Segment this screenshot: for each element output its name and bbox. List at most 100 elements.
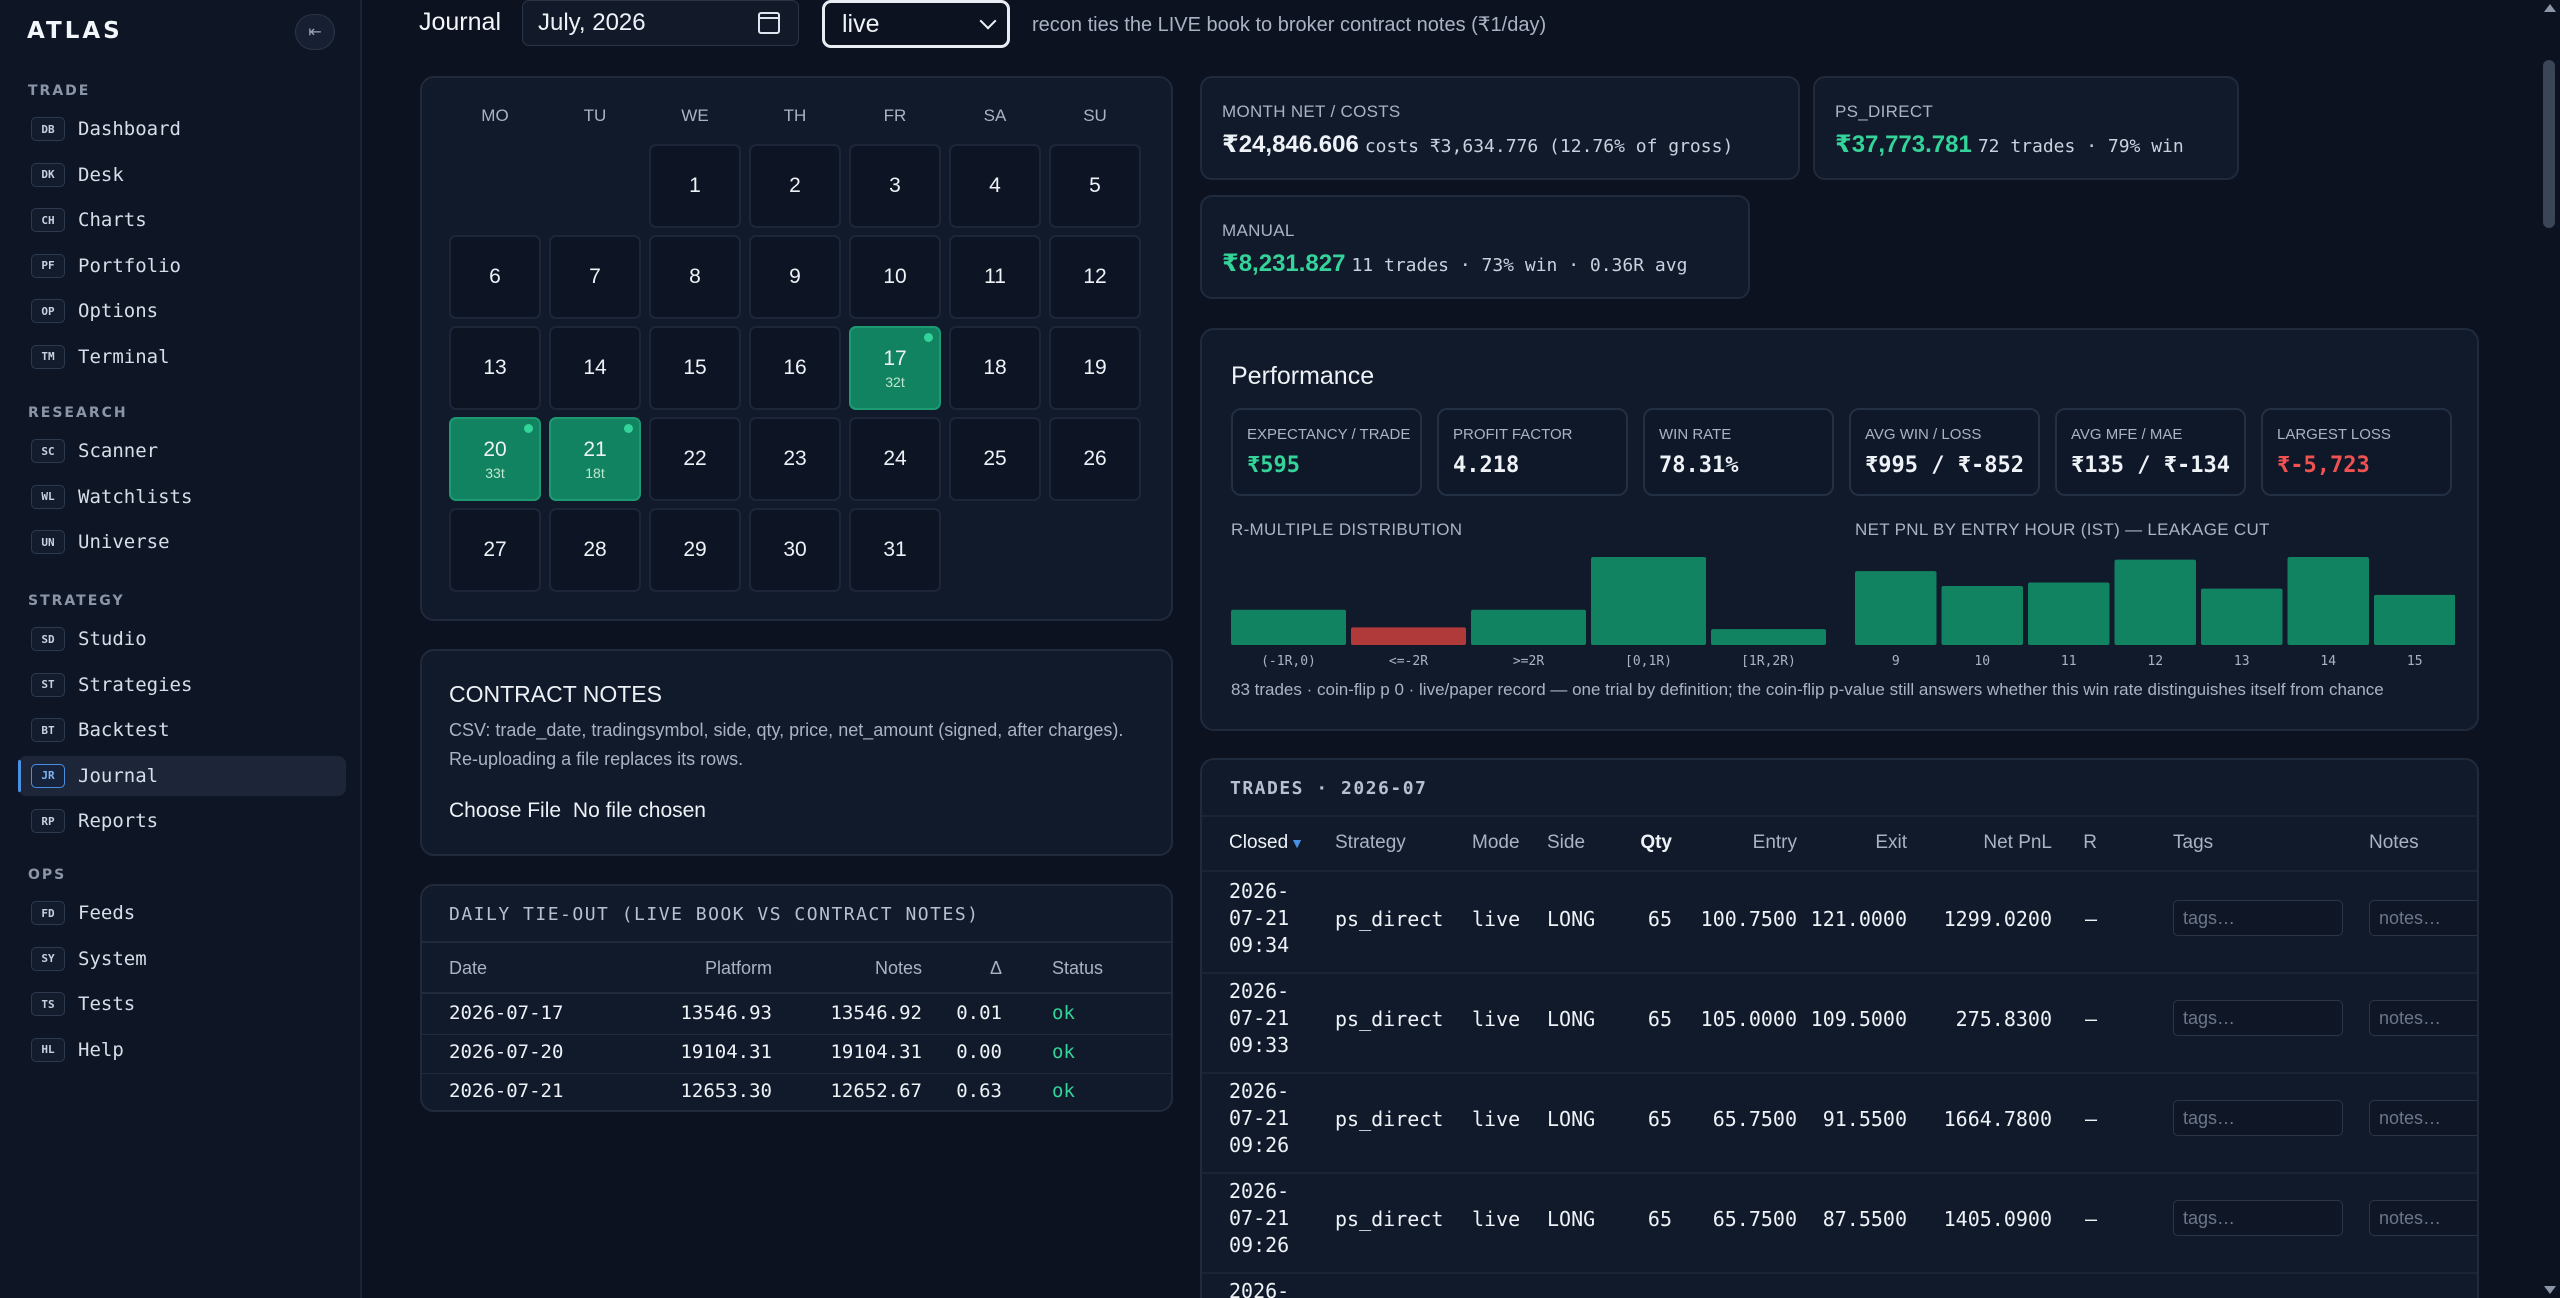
calendar-day[interactable]: 20 33t (449, 417, 541, 501)
scroll-down-arrow-icon[interactable] (2544, 1286, 2556, 1294)
column-header-side[interactable]: Side (1547, 832, 1617, 854)
calendar-day[interactable]: 4 (949, 144, 1041, 228)
calendar-day[interactable]: 31 (849, 508, 941, 592)
calendar-day[interactable]: 14 (549, 326, 641, 410)
tieout-cell: 0.01 (956, 1002, 1002, 1024)
sidebar-item-dashboard[interactable]: DB Dashboard (18, 109, 346, 149)
column-header-strategy[interactable]: Strategy (1335, 832, 1455, 854)
calendar-day[interactable]: 15 (649, 326, 741, 410)
tags-input[interactable]: tags… (2173, 1000, 2343, 1036)
calendar-day[interactable]: 23 (749, 417, 841, 501)
chart-tick-label: (-1R,0) (1261, 654, 1316, 669)
scroll-up-arrow-icon[interactable] (2544, 4, 2556, 12)
nav-code-chip: HL (31, 1037, 65, 1062)
calendar-icon[interactable] (758, 12, 780, 34)
calendar-day[interactable]: 12 (1049, 235, 1141, 319)
column-header-qty[interactable]: Qty (1617, 832, 1672, 854)
calendar-day[interactable]: 2 (749, 144, 841, 228)
calendar-day[interactable]: 10 (849, 235, 941, 319)
sidebar-item-label: Journal (78, 764, 159, 787)
calendar-day[interactable]: 26 (1049, 417, 1141, 501)
tags-input[interactable]: tags… (2173, 1200, 2343, 1236)
ps-direct-card: PS_DIRECT ₹37,773.781 72 trades · 79% win (1813, 76, 2239, 180)
sidebar-item-label: Desk (78, 163, 124, 186)
scroll-thumb[interactable] (2543, 60, 2555, 228)
column-header-exit[interactable]: Exit (1802, 832, 1907, 854)
pnl-by-hour-chart: 9 10 11 12 13 14 15 (1855, 557, 2455, 669)
calendar-day[interactable]: 7 (549, 235, 641, 319)
calendar-day[interactable]: 11 (949, 235, 1041, 319)
sidebar-item-universe[interactable]: UN Universe (18, 522, 346, 562)
sidebar-item-system[interactable]: SY System (18, 939, 346, 979)
calendar-day[interactable]: 24 (849, 417, 941, 501)
notes-input[interactable]: notes… (2369, 1000, 2477, 1036)
sidebar-item-charts[interactable]: CH Charts (18, 200, 346, 240)
calendar-day[interactable]: 8 (649, 235, 741, 319)
tags-input[interactable]: tags… (2173, 900, 2343, 936)
notes-input[interactable]: notes… (2369, 900, 2477, 936)
calendar-day[interactable]: 5 (1049, 144, 1141, 228)
day-number: 7 (589, 265, 601, 288)
sidebar-item-watchlists[interactable]: WL Watchlists (18, 477, 346, 517)
calendar-day[interactable]: 29 (649, 508, 741, 592)
column-header-r[interactable]: R (2057, 832, 2097, 854)
sidebar-item-label: System (78, 947, 147, 970)
column-header-net-pnl[interactable]: Net PnL (1912, 832, 2052, 854)
day-number: 30 (783, 538, 807, 561)
sidebar-item-terminal[interactable]: TM Terminal (18, 337, 346, 377)
calendar-day[interactable]: 18 (949, 326, 1041, 410)
notes-input[interactable]: notes… (2369, 1200, 2477, 1236)
kpi-label: PROFIT FACTOR (1453, 426, 1573, 443)
calendar-day[interactable]: 3 (849, 144, 941, 228)
sidebar-item-journal[interactable]: JR Journal (18, 755, 346, 796)
file-upload[interactable]: Choose File No file chosen (449, 799, 706, 823)
page-scrollbar[interactable] (2538, 0, 2560, 1298)
mode-select[interactable]: live (822, 0, 1010, 48)
sidebar-item-desk[interactable]: DK Desk (18, 155, 346, 195)
row-divider (1202, 972, 2477, 974)
contract-notes-panel: CONTRACT NOTES CSV: trade_date, tradings… (420, 649, 1173, 856)
chart-bar (2374, 594, 2455, 645)
tieout-cell: 12653.30 (680, 1080, 772, 1102)
sidebar-item-help[interactable]: HL Help (18, 1030, 346, 1070)
trade-entry: 105.0000 (1700, 1007, 1797, 1031)
sidebar-item-feeds[interactable]: FD Feeds (18, 893, 346, 933)
chart-tick-label: 10 (1974, 654, 1990, 669)
calendar-day[interactable]: 28 (549, 508, 641, 592)
notes-input[interactable]: notes… (2369, 1100, 2477, 1136)
sidebar-item-options[interactable]: OP Options (18, 291, 346, 331)
nav-code-chip: WL (31, 484, 65, 509)
calendar-day[interactable]: 13 (449, 326, 541, 410)
collapse-sidebar-button[interactable]: ⇤ (295, 14, 335, 50)
calendar-day[interactable]: 6 (449, 235, 541, 319)
calendar-day[interactable]: 17 32t (849, 326, 941, 410)
month-picker-input[interactable]: July, 2026 (522, 0, 799, 46)
sidebar-item-reports[interactable]: RP Reports (18, 801, 346, 841)
tags-input[interactable]: tags… (2173, 1100, 2343, 1136)
sidebar-item-backtest[interactable]: BT Backtest (18, 710, 346, 750)
choose-file-button[interactable]: Choose File (449, 799, 562, 822)
calendar-day[interactable]: 21 18t (549, 417, 641, 501)
calendar-day[interactable]: 1 (649, 144, 741, 228)
calendar-day[interactable]: 22 (649, 417, 741, 501)
calendar-day[interactable]: 25 (949, 417, 1041, 501)
sidebar-item-strategies[interactable]: ST Strategies (18, 665, 346, 705)
column-header-notes[interactable]: Notes (2369, 832, 2477, 854)
calendar-day[interactable]: 27 (449, 508, 541, 592)
column-header-closed[interactable]: Closed ▼ (1229, 832, 1309, 854)
calendar-day[interactable]: 9 (749, 235, 841, 319)
sidebar-item-scanner[interactable]: SC Scanner (18, 431, 346, 471)
calendar-day[interactable]: 30 (749, 508, 841, 592)
sidebar-item-label: Studio (78, 628, 147, 650)
calendar-day[interactable]: 19 (1049, 326, 1141, 410)
weekday-we: WE (681, 106, 709, 125)
column-header-mode[interactable]: Mode (1472, 832, 1532, 854)
sidebar-item-studio[interactable]: SD Studio (18, 619, 346, 659)
daily-tieout-panel: DAILY TIE-OUT (LIVE BOOK VS CONTRACT NOT… (420, 884, 1173, 1112)
sidebar-item-portfolio[interactable]: PF Portfolio (18, 246, 346, 286)
day-number: 5 (1089, 174, 1101, 197)
sidebar-item-tests[interactable]: TS Tests (18, 984, 346, 1024)
column-header-tags[interactable]: Tags (2173, 832, 2333, 854)
column-header-entry[interactable]: Entry (1682, 832, 1797, 854)
calendar-day[interactable]: 16 (749, 326, 841, 410)
